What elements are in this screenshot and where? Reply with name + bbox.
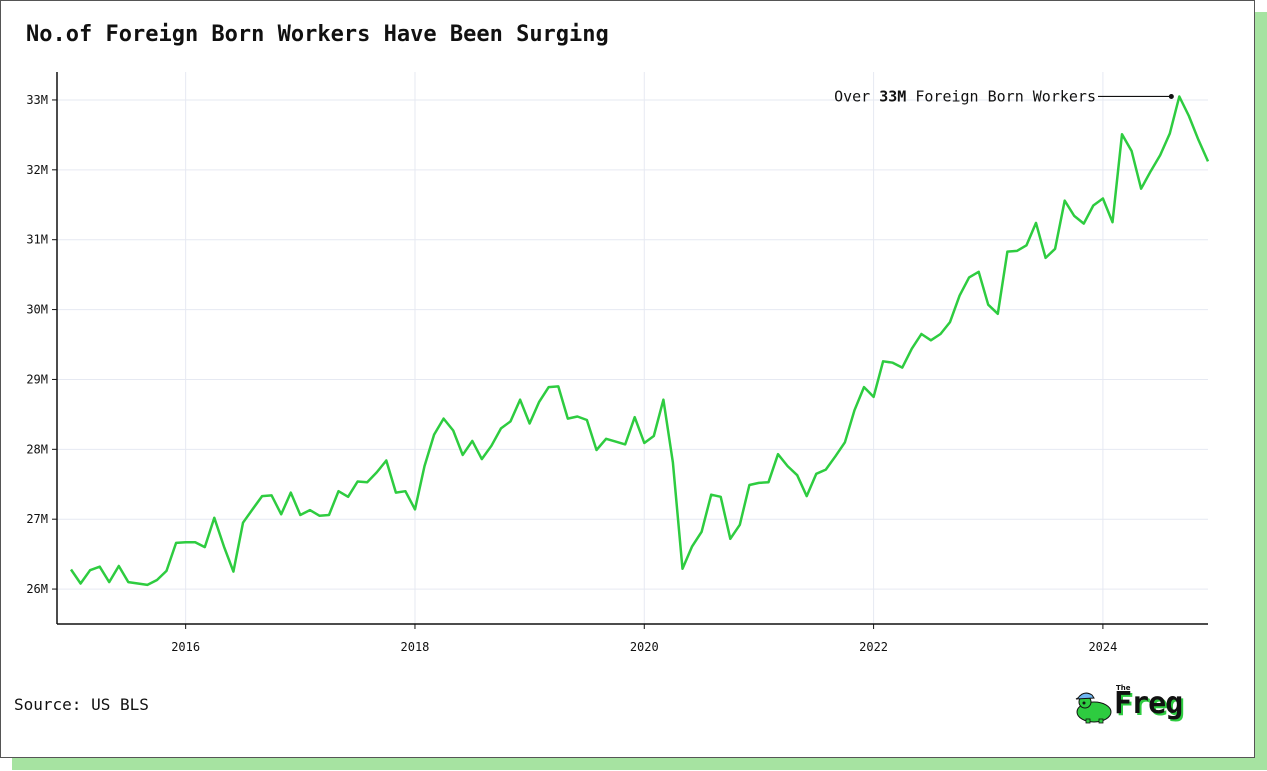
x-tick-label: 2024	[1088, 640, 1117, 654]
y-tick-label: 28M	[26, 442, 48, 456]
annotation-label: Over 33M Foreign Born Workers	[834, 87, 1096, 105]
x-tick-label: 2020	[630, 640, 659, 654]
frog-with-cap-icon	[1075, 692, 1112, 724]
y-tick-label: 31M	[26, 233, 48, 247]
y-tick-label: 30M	[26, 303, 48, 317]
logo-small-text: The	[1116, 684, 1131, 692]
y-tick-label: 27M	[26, 512, 48, 526]
logo-wordmark: Freg	[1114, 686, 1183, 721]
brand-logo: The Freg	[1074, 684, 1216, 724]
y-tick-label: 29M	[26, 372, 48, 386]
annotation-dot	[1168, 93, 1174, 99]
x-tick-label: 2018	[401, 640, 430, 654]
source-note: Source: US BLS	[14, 695, 149, 714]
y-tick-label: 33M	[26, 93, 48, 107]
x-tick-label: 2016	[171, 640, 200, 654]
chart-title: No.of Foreign Born Workers Have Been Sur…	[26, 22, 609, 47]
y-tick-label: 26M	[26, 582, 48, 596]
series-line-foreign-born-workers	[69, 95, 1210, 587]
y-tick-label: 32M	[26, 163, 48, 177]
x-tick-label: 2022	[859, 640, 888, 654]
